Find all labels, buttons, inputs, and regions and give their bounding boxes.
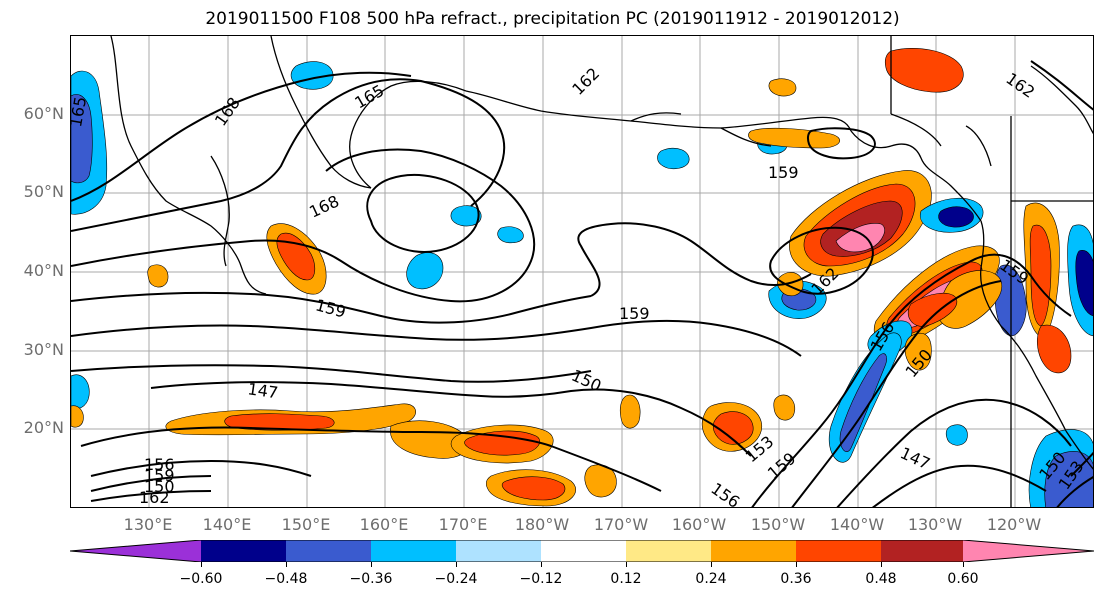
contour-label: 162 <box>1002 69 1038 102</box>
colorbar-tick <box>963 562 964 567</box>
colorbar-tick <box>456 562 457 567</box>
colorbar-segment <box>201 540 286 562</box>
contour-label: 159 <box>313 295 347 321</box>
contour-label: 156 <box>144 455 175 474</box>
colorbar-tick-label: 0.12 <box>610 571 642 587</box>
colorbar-tick <box>371 562 372 567</box>
lon-label-150e: 150°E <box>281 515 331 534</box>
colorbar-tick <box>286 562 287 567</box>
lon-label-150w: 150°W <box>750 515 806 534</box>
colorbar-segment <box>286 540 371 562</box>
colorbar-segment <box>711 540 796 562</box>
colorbar-segment <box>881 540 963 562</box>
colorbar-tick <box>201 562 202 567</box>
lat-label-40n: 40°N <box>23 261 64 280</box>
colorbar-tick <box>541 562 542 567</box>
lon-label-160w: 160°W <box>671 515 727 534</box>
contour-label: 159 <box>768 163 799 182</box>
contour-label: 168 <box>306 191 342 221</box>
contour-label: 159 <box>764 449 800 483</box>
contour-label: 165 <box>351 81 387 113</box>
contours <box>71 60 1093 507</box>
lat-label-50n: 50°N <box>23 182 64 201</box>
colorbar-tick-label: −0.36 <box>349 571 393 587</box>
colorbar-segment <box>70 540 201 562</box>
contour-label: 162 <box>568 64 603 99</box>
contour-label: 159 <box>144 466 175 485</box>
colorbar-segment <box>456 540 541 562</box>
contour-label: 150 <box>144 477 175 496</box>
contour-label: 147 <box>246 379 279 402</box>
lon-label-170w: 170°W <box>593 515 649 534</box>
lat-label-20n: 20°N <box>23 418 64 437</box>
contour-label: 156 <box>707 479 743 508</box>
lon-label-170e: 170°E <box>438 515 488 534</box>
map-panel: 165 168 165 162 168 159 159 159 162 156 … <box>70 35 1094 508</box>
lon-label-180w: 180°W <box>514 515 570 534</box>
coastlines <box>110 36 1093 507</box>
graticule <box>71 36 1093 507</box>
colorbar-segment <box>963 540 1094 562</box>
contour-label: 147 <box>897 443 933 473</box>
colorbar-tick-label: 0.60 <box>947 571 979 587</box>
colorbar-tick-label: −0.48 <box>264 571 308 587</box>
contour-label: 162 <box>139 488 170 507</box>
lat-label-30n: 30°N <box>23 340 64 359</box>
lon-label-140w: 140°W <box>829 515 885 534</box>
lon-label-130e: 130°E <box>123 515 173 534</box>
map-canvas: 165 168 165 162 168 159 159 159 162 156 … <box>71 36 1093 508</box>
colorbar-tick-label: −0.12 <box>519 571 563 587</box>
contour-label: 168 <box>211 94 244 130</box>
lon-label-120w: 120°W <box>986 515 1042 534</box>
colorbar-tick-label: −0.60 <box>179 571 223 587</box>
colorbar-segment <box>796 540 881 562</box>
colorbar <box>70 540 1094 562</box>
colorbar-tick-label: 0.36 <box>780 571 812 587</box>
colorbar-tick <box>881 562 882 567</box>
lon-label-130w: 130°W <box>907 515 963 534</box>
colorbar-tick-label: 0.48 <box>865 571 897 587</box>
contour-label: 159 <box>619 304 650 323</box>
contour-label: 165 <box>71 95 90 128</box>
lon-label-140e: 140°E <box>202 515 252 534</box>
map-title: 2019011500 F108 500 hPa refract., precip… <box>205 9 900 29</box>
colorbar-segment <box>371 540 456 562</box>
lon-label-160e: 160°E <box>359 515 409 534</box>
colorbar-tick-label: −0.24 <box>434 571 478 587</box>
colorbar-tick <box>626 562 627 567</box>
lat-label-60n: 60°N <box>23 104 64 123</box>
colorbar-segment <box>626 540 711 562</box>
colorbar-tick-label: 0.24 <box>695 571 727 587</box>
colorbar-segment <box>541 540 626 562</box>
colorbar-tick <box>796 562 797 567</box>
colorbar-tick <box>711 562 712 567</box>
